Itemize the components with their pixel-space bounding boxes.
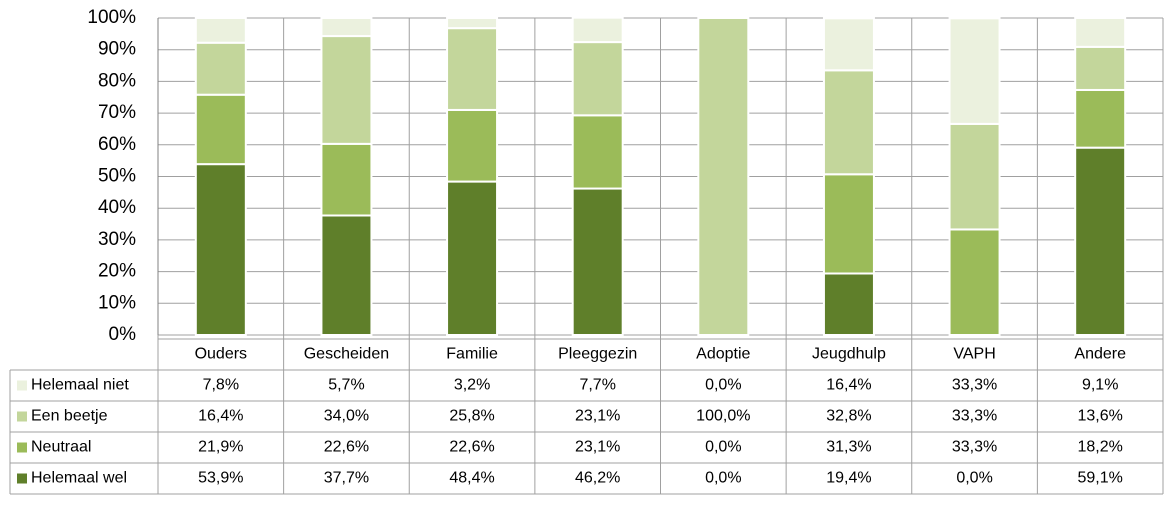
table-value: 21,9%	[198, 439, 243, 456]
table-value: 22,6%	[449, 439, 494, 456]
table-value: 16,4%	[198, 408, 243, 425]
legend-label: Helemaal wel	[31, 470, 127, 487]
legend-key	[17, 442, 27, 453]
bar-segment	[948, 228, 1001, 336]
y-tick-label: 40%	[98, 197, 136, 218]
bar-segment	[446, 17, 499, 30]
table-value: 37,7%	[324, 470, 369, 487]
table-value: 0,0%	[705, 470, 741, 487]
table-value: 48,4%	[449, 470, 494, 487]
table-value: 23,1%	[575, 439, 620, 456]
legend-key	[17, 473, 27, 484]
y-tick-label: 50%	[98, 166, 136, 187]
table-value: 7,8%	[203, 377, 239, 394]
category-label: Ouders	[195, 346, 247, 363]
legend-label: Neutraal	[31, 439, 91, 456]
legend-key	[17, 380, 27, 391]
legend-label: Een beetje	[31, 408, 108, 425]
legend-label: Helemaal niet	[31, 377, 129, 394]
category-label: Pleeggezin	[558, 346, 637, 363]
table-value: 22,6%	[324, 439, 369, 456]
bar-segment	[822, 17, 875, 72]
table-value: 53,9%	[198, 470, 243, 487]
bar-segment	[948, 17, 1001, 125]
table-value: 7,7%	[579, 377, 615, 394]
table-value: 33,3%	[952, 408, 997, 425]
bar-segment	[571, 16, 624, 44]
table-value: 32,8%	[826, 408, 871, 425]
category-label: Adoptie	[696, 346, 750, 363]
bar-segment	[697, 17, 750, 336]
bar-segment	[1074, 88, 1127, 149]
legend-key	[17, 411, 27, 422]
y-tick-label: 10%	[98, 292, 136, 313]
table-value: 46,2%	[575, 470, 620, 487]
bar-segment	[194, 41, 247, 96]
table-value: 13,6%	[1078, 408, 1123, 425]
bar-segment	[320, 214, 373, 336]
y-tick-label: 70%	[98, 102, 136, 123]
bar-segment	[948, 122, 1001, 231]
y-tick-label: 60%	[98, 134, 136, 155]
table-value: 33,3%	[952, 439, 997, 456]
y-tick-label: 30%	[98, 229, 136, 250]
category-label: Familie	[446, 346, 498, 363]
y-tick-label: 90%	[98, 39, 136, 60]
bar-segment	[571, 114, 624, 190]
bar-segment	[446, 108, 499, 183]
table-value: 59,1%	[1078, 470, 1123, 487]
category-label: Jeugdhulp	[812, 346, 886, 363]
table-value: 34,0%	[324, 408, 369, 425]
category-label: VAPH	[953, 346, 995, 363]
bar-segment	[194, 93, 247, 166]
y-tick-label: 80%	[98, 70, 136, 91]
table-value: 23,1%	[575, 408, 620, 425]
table-value: 19,4%	[826, 470, 871, 487]
bar-segment	[1074, 17, 1127, 48]
table-value: 16,4%	[826, 377, 871, 394]
category-label: Gescheiden	[304, 346, 389, 363]
table-value: 5,7%	[328, 377, 364, 394]
category-label: Andere	[1074, 346, 1126, 363]
table-value: 100,0%	[696, 408, 750, 425]
bar-segment	[446, 27, 499, 111]
table-value: 25,8%	[449, 408, 494, 425]
table-value: 33,3%	[952, 377, 997, 394]
table-value: 18,2%	[1078, 439, 1123, 456]
bar-segment	[571, 41, 624, 117]
table-value: 0,0%	[705, 439, 741, 456]
y-tick-label: 0%	[109, 324, 137, 345]
y-tick-label: 100%	[87, 7, 136, 28]
bar-segment	[822, 69, 875, 176]
y-tick-label: 20%	[98, 261, 136, 282]
table-value: 31,3%	[826, 439, 871, 456]
bar-segment	[822, 272, 875, 337]
bar-segment	[1074, 146, 1127, 336]
table-value: 3,2%	[454, 377, 490, 394]
bar-segment	[194, 163, 247, 336]
bar-segment	[822, 173, 875, 275]
bar-segment	[446, 180, 499, 336]
table-value: 0,0%	[956, 470, 992, 487]
bar-segment	[320, 17, 373, 38]
table-value: 0,0%	[705, 377, 741, 394]
bar-segment	[320, 142, 373, 217]
table-value: 9,1%	[1082, 377, 1118, 394]
bar-segment	[194, 17, 247, 44]
bar-segment	[320, 35, 373, 145]
bar-segment	[1074, 45, 1127, 91]
bar-segment	[571, 187, 624, 336]
